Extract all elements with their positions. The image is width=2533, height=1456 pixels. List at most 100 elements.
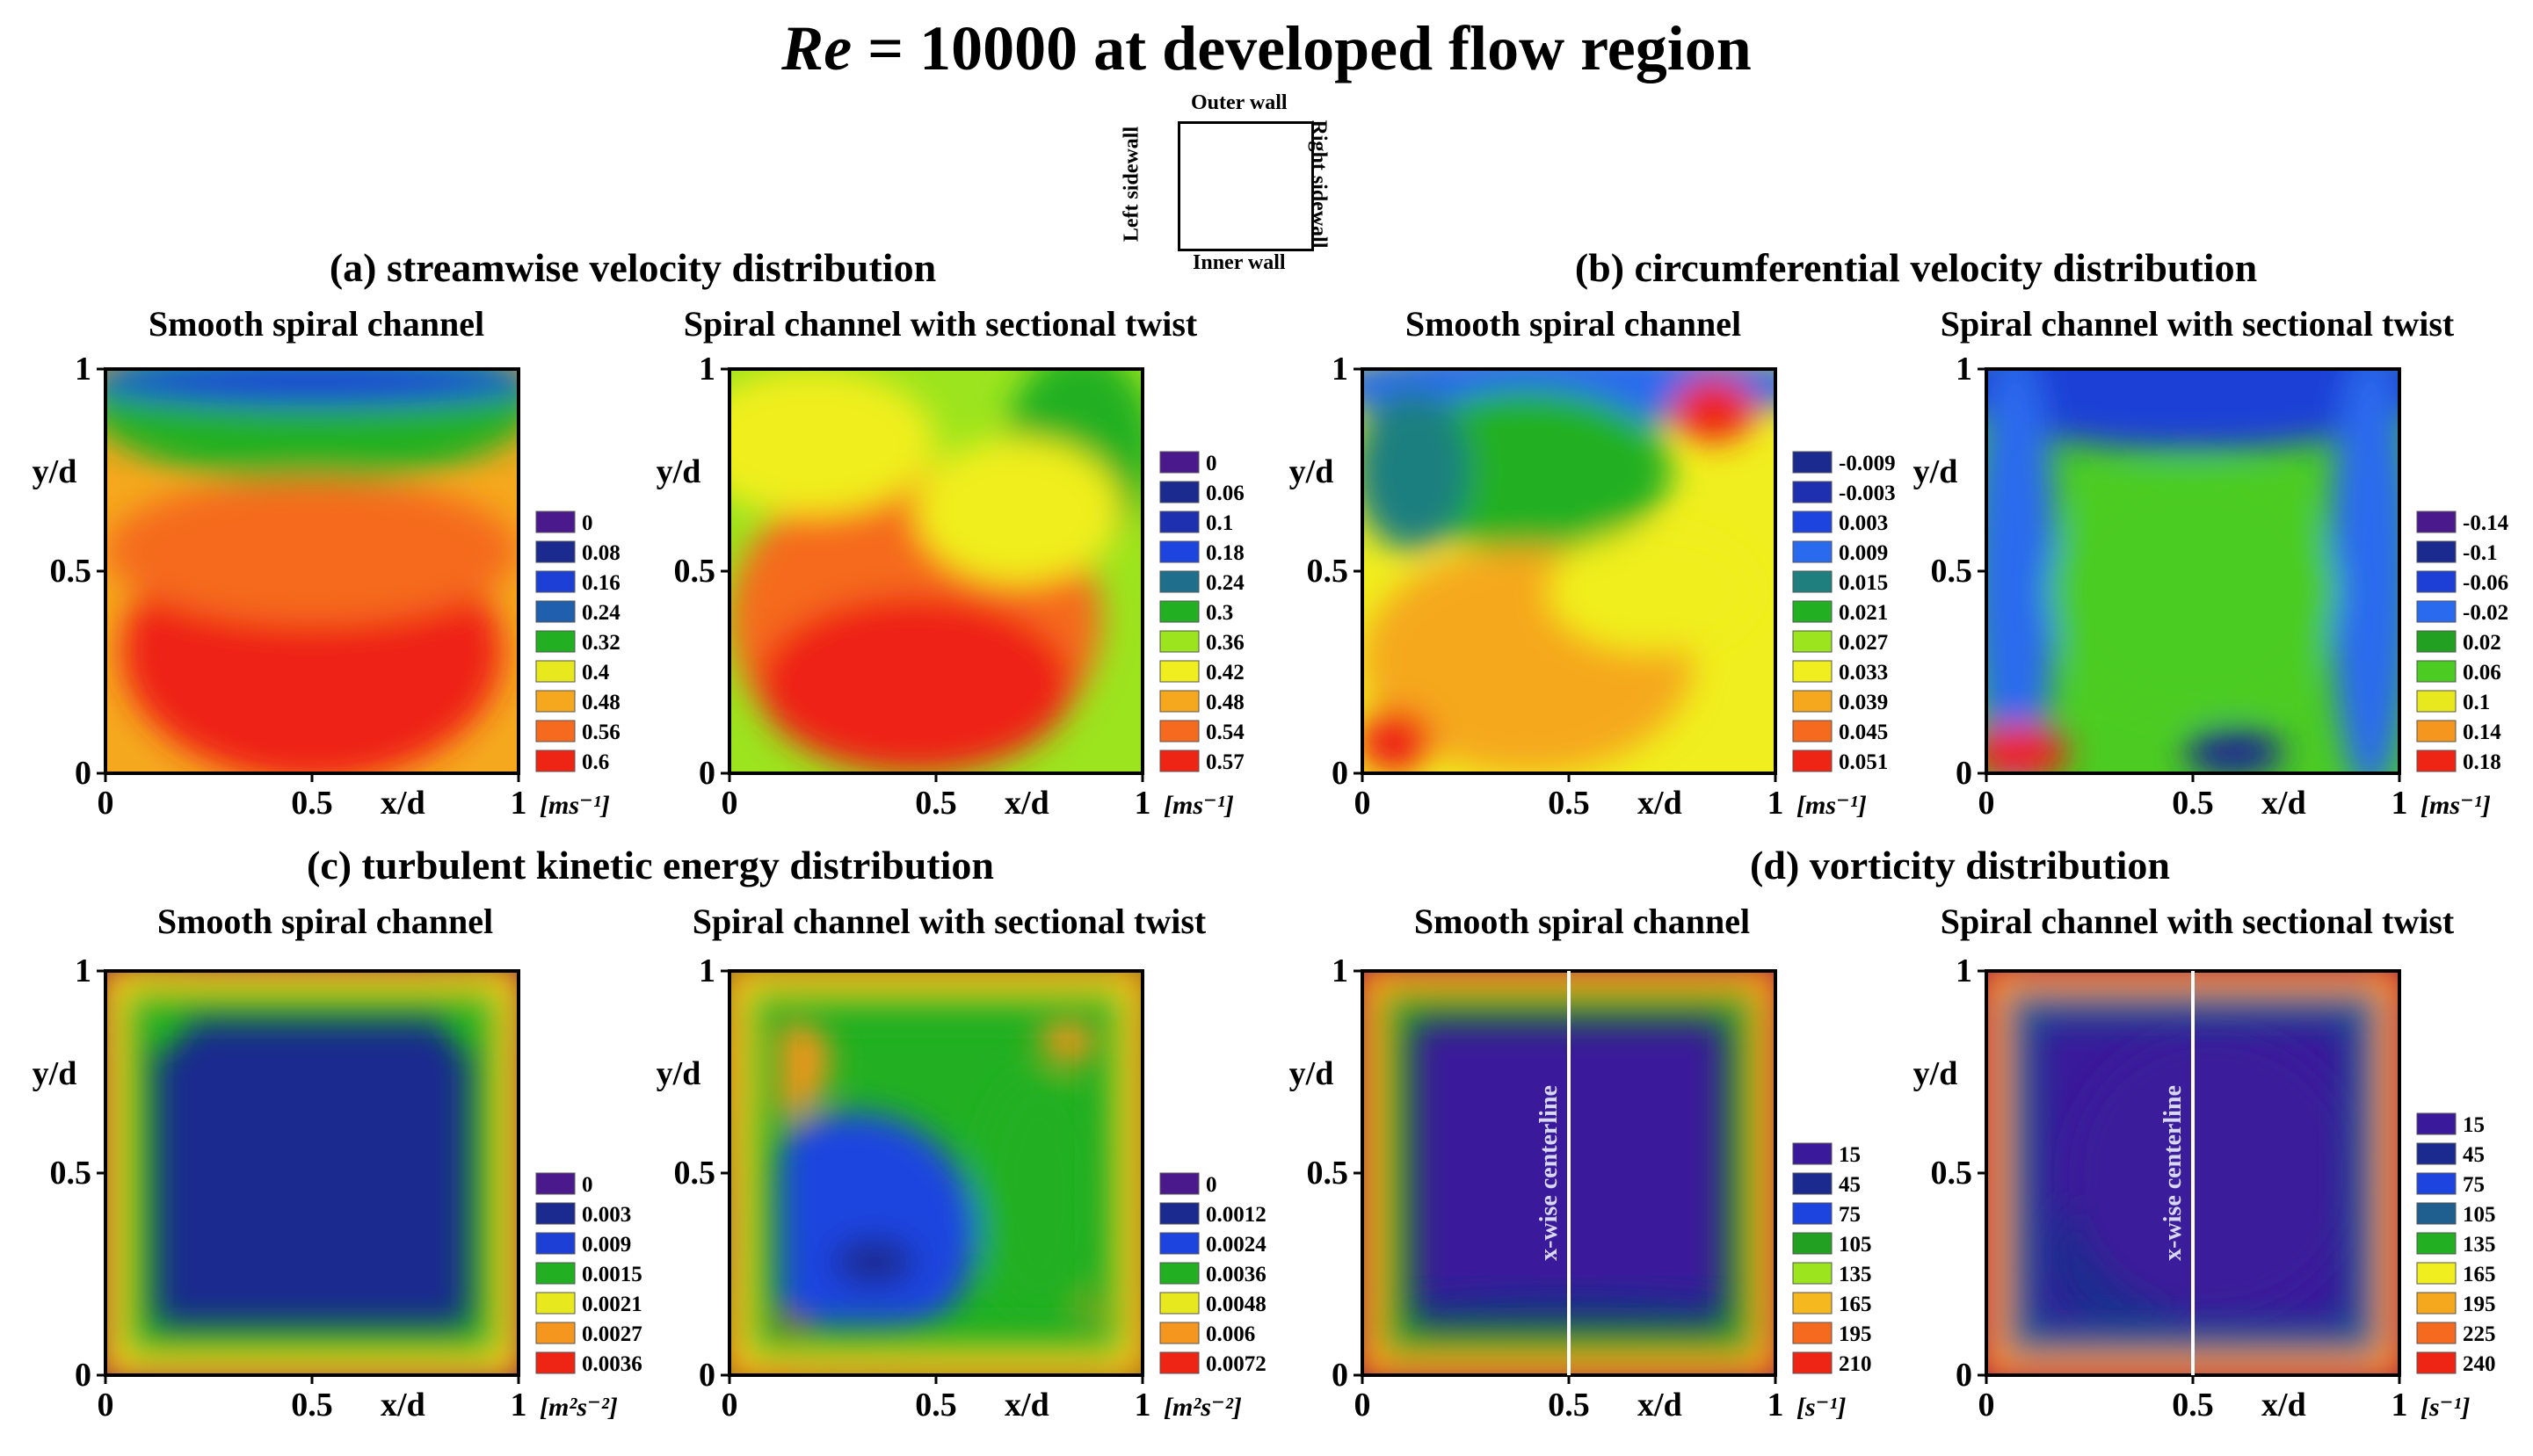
legend-level: 0.42	[1206, 661, 1245, 685]
legend-swatch	[2416, 1262, 2457, 1285]
x-axis-label: x/d	[2261, 1387, 2306, 1423]
legend-level: 45	[2463, 1143, 2485, 1167]
legend-swatch	[1159, 1292, 1200, 1315]
field-region	[1986, 369, 2057, 773]
legend-unit: [s⁻¹]	[2421, 1393, 2470, 1422]
legend-swatch	[535, 511, 576, 533]
y-tick-label: 0	[1956, 1357, 1972, 1394]
legend-level: 0.06	[2463, 661, 2501, 685]
legend-level: 0.48	[1206, 691, 1245, 714]
contour-field	[105, 369, 519, 773]
legend-level: 0	[1206, 1173, 1217, 1197]
field-blobs	[105, 369, 519, 773]
legend-swatch	[2416, 750, 2457, 772]
subtitle-b-right: Spiral channel with sectional twist	[1940, 304, 2455, 344]
y-tick-label: 1	[75, 351, 91, 388]
x-tick-label: 1	[511, 1387, 527, 1423]
legend-level: 0.14	[2463, 721, 2501, 744]
contour-field	[729, 369, 1143, 773]
y-tick-label: 0	[1332, 755, 1348, 792]
legend-level: -0.003	[1839, 482, 1896, 505]
x-axis-label: x/d	[1637, 785, 1682, 822]
y-tick-label: 0.5	[1931, 553, 1973, 590]
legend-swatch	[1159, 690, 1200, 713]
legend-swatch	[535, 540, 576, 563]
y-axis-label: y/d	[657, 1055, 701, 1092]
contour-field	[1362, 369, 1775, 773]
legend-level: 0.3	[1206, 601, 1233, 625]
legend-level: 0	[582, 511, 593, 535]
legend-swatch	[2416, 1351, 2457, 1374]
legend-swatch	[535, 1262, 576, 1285]
legend-level: 195	[1839, 1322, 1872, 1346]
inner-wall-label: Inner wall	[1193, 251, 1286, 274]
y-axis-label: y/d	[33, 1055, 77, 1092]
legend-swatch	[1792, 630, 1833, 653]
legend-swatch	[1792, 720, 1833, 742]
legend-level: 0.003	[1839, 511, 1888, 535]
legend-swatch	[1159, 1232, 1200, 1255]
subtitle-c-right: Spiral channel with sectional twist	[692, 902, 1207, 941]
legend-swatch	[1792, 451, 1833, 474]
y-tick-label: 1	[1956, 953, 1972, 989]
legend-level: -0.06	[2463, 571, 2508, 595]
x-tick-label: 1	[1767, 785, 1784, 822]
x-tick-label: 1	[2391, 1387, 2408, 1423]
x-tick-label: 0.5	[2172, 1387, 2214, 1423]
legend-level: 0.4	[582, 661, 610, 685]
group-c-title: (c) turbulent kinetic energy distributio…	[307, 843, 994, 887]
legend-swatch	[1792, 1351, 1833, 1374]
y-axis-label: y/d	[1289, 1055, 1334, 1092]
x-axis-label: x/d	[1005, 785, 1049, 822]
legend-swatch	[2416, 660, 2457, 683]
subtitle-d-right: Spiral channel with sectional twist	[1940, 902, 2455, 941]
legend-level: 0.021	[1839, 601, 1888, 625]
y-tick-label: 0	[699, 755, 715, 792]
legend-level: 75	[2463, 1173, 2485, 1197]
legend-level: 0.0036	[1206, 1263, 1266, 1286]
x-tick-label: 1	[2391, 785, 2408, 822]
legend-level: -0.009	[1839, 452, 1896, 475]
plot-tke-twist: 000.50.511x/dy/d00.00120.00240.00360.004…	[657, 953, 1267, 1423]
legend-level: 0.18	[1206, 541, 1245, 565]
legend-swatch	[1159, 570, 1200, 593]
legend-level: 0.045	[1839, 721, 1888, 744]
legend-level: 0.1	[2463, 691, 2490, 714]
legend-level: 0.24	[582, 601, 621, 625]
legend-swatch	[1792, 570, 1833, 593]
legend-swatch	[1792, 1202, 1833, 1225]
field-region	[832, 1237, 916, 1286]
legend-swatch	[2416, 570, 2457, 593]
x-tick-label: 0	[722, 785, 738, 822]
right-sidewall-label: Right sidewall	[1307, 120, 1331, 249]
y-tick-label: 1	[699, 953, 715, 989]
legend-swatch	[1792, 600, 1833, 623]
y-tick-label: 0.5	[1307, 553, 1349, 590]
legend-level: 0.0048	[1206, 1293, 1266, 1316]
legend-unit: [ms⁻¹]	[1164, 791, 1234, 820]
legend-swatch	[2416, 690, 2457, 713]
legend-swatch	[2416, 1112, 2457, 1135]
y-tick-label: 1	[1956, 351, 1972, 388]
legend-level: 15	[2463, 1113, 2485, 1137]
x-tick-label: 0	[1978, 1387, 1995, 1423]
y-tick-label: 0	[1332, 1357, 1348, 1394]
centerline-label: x-wise centerline	[1535, 1085, 1563, 1261]
legend-unit: [m²s⁻²]	[1164, 1393, 1242, 1422]
legend-swatch	[1792, 750, 1833, 772]
legend-level: 0.0036	[582, 1352, 642, 1376]
figure-title: Re = 10000 at developed flow region	[0, 12, 2533, 85]
legend-swatch	[1792, 660, 1833, 683]
group-a-title: (a) streamwise velocity distribution	[329, 245, 937, 290]
field-region	[758, 595, 1073, 773]
y-tick-label: 1	[699, 351, 715, 388]
x-tick-label: 1	[511, 785, 527, 822]
y-tick-label: 0	[75, 755, 91, 792]
legend-level: 225	[2463, 1322, 2496, 1346]
centerline-label: x-wise centerline	[2159, 1085, 2187, 1261]
x-tick-label: 0	[98, 785, 114, 822]
legend-level: 240	[2463, 1352, 2496, 1376]
legend-swatch	[1159, 1172, 1200, 1195]
y-axis-label: y/d	[1289, 453, 1334, 490]
